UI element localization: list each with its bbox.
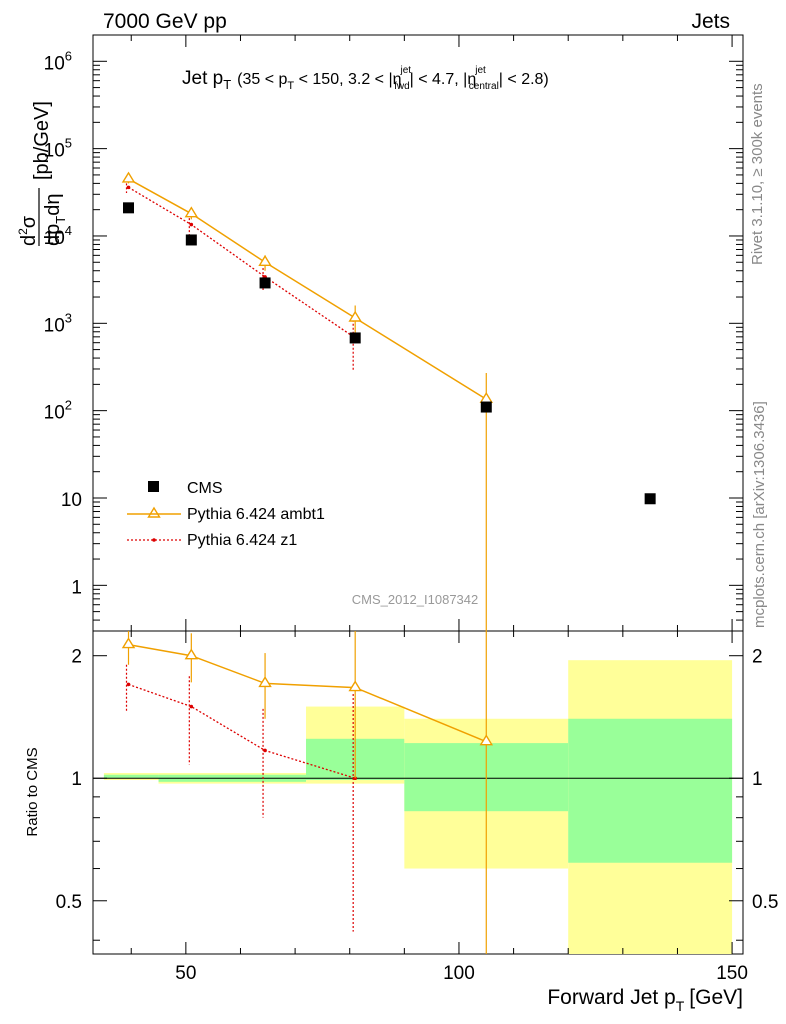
point-ambt1 (184, 206, 199, 218)
point-cms (349, 332, 361, 344)
ratio-point-z1 (189, 704, 194, 709)
svg-text:dpTdη: dpTdη (42, 194, 68, 246)
ratio-tick-label-left: 1 (71, 769, 82, 790)
legend-label-cms: CMS (187, 480, 223, 497)
y-tick-label: 102 (44, 398, 72, 424)
svg-text:d2σ: d2σ (16, 215, 40, 246)
ratio-point-z1 (126, 682, 131, 687)
y-tick-label: 104 (44, 223, 72, 249)
ratio-tick-label-right: 2 (752, 647, 763, 668)
plot-title: Jet pT (35 < pT < 150, 3.2 < |ηjet fwd| < … (182, 65, 549, 92)
ratio-point-ambt1 (348, 680, 362, 692)
x-tick-label: 150 (716, 963, 748, 984)
band-green-0 (103, 774, 159, 779)
point-cms (123, 202, 135, 214)
legend-marker-cms (148, 481, 159, 492)
point-cms (480, 401, 492, 413)
point-z1 (189, 222, 194, 227)
y-tick-label: 10 (61, 490, 82, 511)
legend-label-z1: Pythia 6.424 z1 (187, 532, 297, 549)
mcplots-label: mcplots.cern.ch [arXiv:1306.3436] (751, 401, 768, 628)
y-tick-label: 106 (44, 48, 72, 74)
point-ambt1 (258, 254, 272, 266)
ratio-y-label: Ratio to CMS (24, 747, 41, 836)
point-ambt1 (121, 171, 136, 183)
point-cms (259, 277, 271, 289)
data-marks (121, 171, 656, 954)
header-left: 7000 GeV pp (103, 10, 227, 33)
point-z1 (126, 185, 131, 190)
ratio-line-z1 (128, 683, 356, 779)
ratio-point-ambt1 (184, 648, 199, 660)
y-tick-label: 105 (44, 136, 72, 162)
legend-marker-ambt1 (147, 506, 161, 518)
rivet-label: Rivet 3.1.10, ≥ 300k events (749, 83, 766, 265)
point-cms (185, 234, 197, 246)
axis-ticks: 50 100 150 1 10 102 103 104 105 106 0.5 0.5 1 1 2 2 (44, 34, 778, 984)
point-cms (644, 493, 656, 505)
ratio-point-ambt1 (479, 734, 494, 746)
svg-text:[pb/GeV]: [pb/GeV] (31, 101, 53, 180)
point-ambt1 (348, 310, 362, 322)
x-tick-label: 50 (175, 963, 196, 984)
ratio-point-ambt1 (121, 637, 136, 649)
ratio-tick-label-right: 1 (752, 769, 763, 790)
ratio-point-z1 (263, 748, 267, 753)
legend-marker-z1 (152, 538, 156, 542)
ratio-tick-label-right: 0.5 (752, 892, 778, 913)
x-tick-label: 100 (443, 963, 475, 984)
y-axis-label: d2σ dpTdη [pb/GeV] (16, 101, 68, 246)
analysis-watermark: CMS_2012_I1087342 (352, 592, 479, 607)
y-tick-label: 103 (44, 310, 72, 336)
header-right: Jets (691, 10, 730, 33)
band-green-4 (568, 718, 733, 863)
legend: CMS Pythia 6.424 ambt1 Pythia 6.424 z1 (127, 480, 325, 549)
ratio-tick-label-left: 2 (71, 647, 82, 668)
legend-label-ambt1: Pythia 6.424 ambt1 (187, 506, 325, 523)
ratio-point-ambt1 (258, 676, 272, 688)
series-line-z1 (128, 186, 356, 339)
ratio-tick-label-left: 0.5 (56, 892, 82, 913)
y-tick-label: 1 (71, 577, 82, 598)
main-panel (92, 34, 744, 632)
x-axis-label: Forward Jet pT [GeV] (547, 986, 743, 1014)
